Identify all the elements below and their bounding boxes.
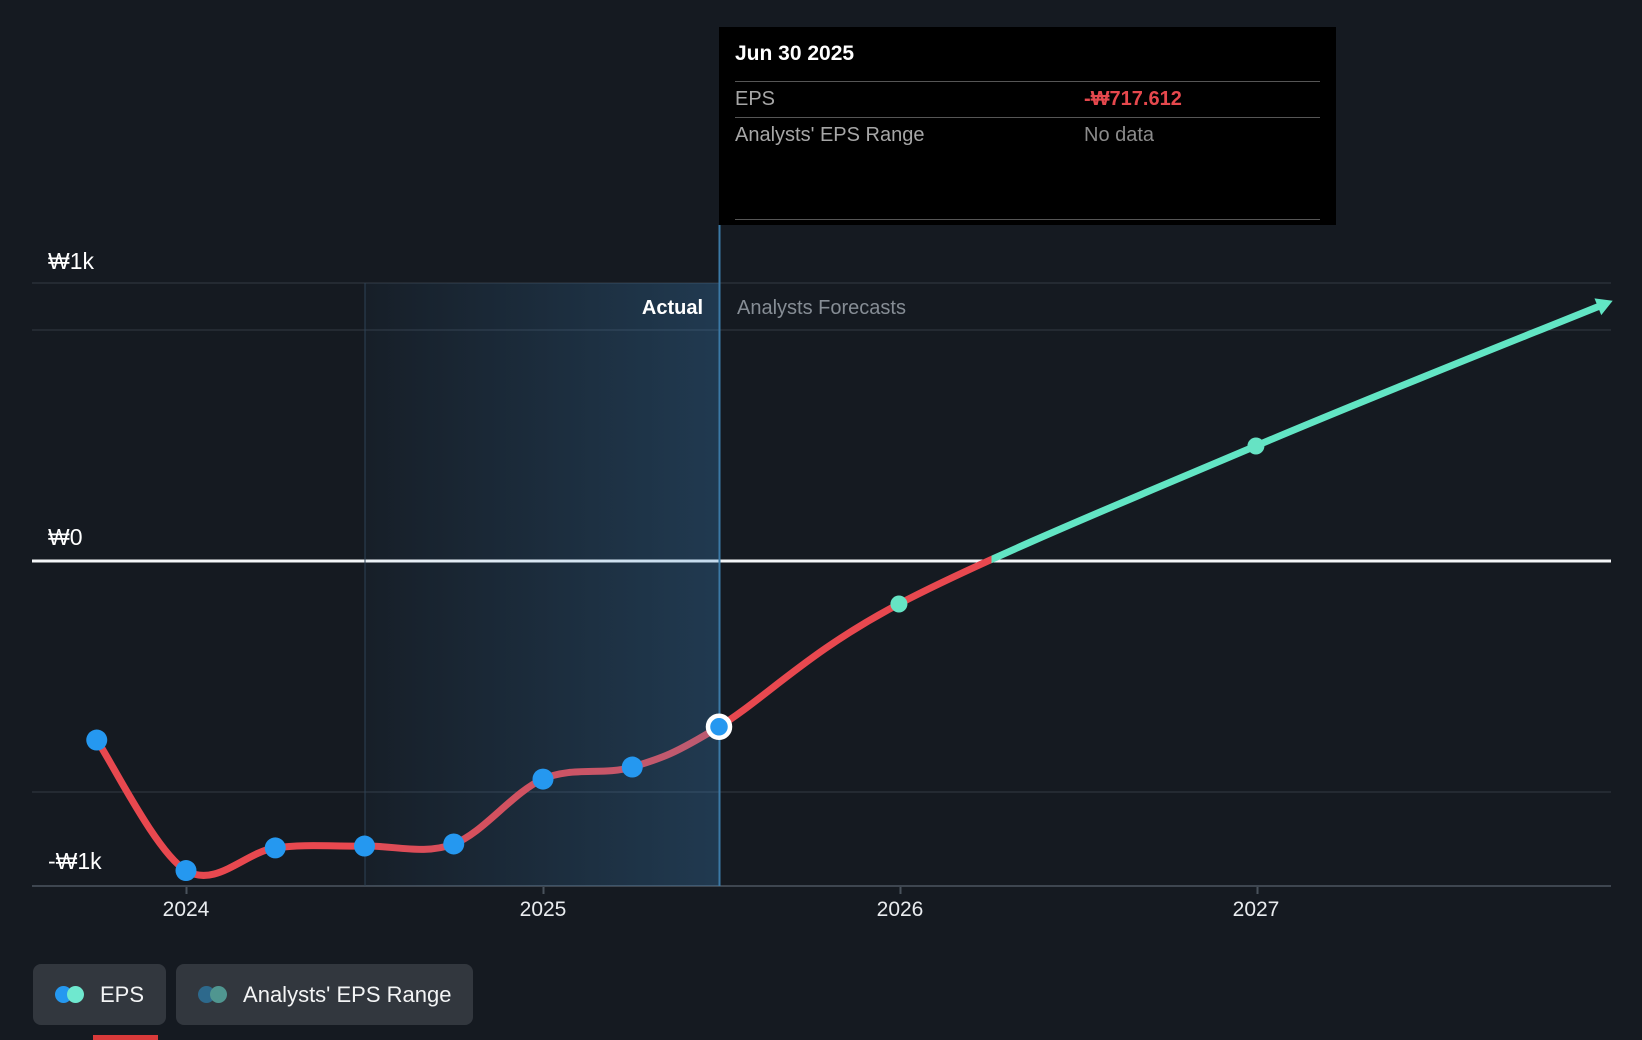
eps-line-positive-segment — [991, 302, 1604, 564]
tooltip-eps-value: -₩717.612 — [1084, 88, 1182, 110]
tooltip-eps-label: EPS — [735, 88, 776, 110]
highlighted-data-point[interactable] — [705, 713, 733, 741]
tooltip-date: Jun 30 2025 — [735, 42, 855, 65]
eps-forecast-data-point[interactable] — [890, 595, 908, 613]
tooltip-row-eps: EPS -₩717.612 — [735, 82, 1320, 118]
y-axis-label-zero: ₩0 — [48, 524, 83, 550]
bottom-red-bar — [93, 1035, 158, 1040]
eps-actual-data-point[interactable] — [175, 860, 197, 882]
legend-item-eps-range[interactable]: Analysts' EPS Range — [176, 964, 474, 1025]
legend-eps-range-label: Analysts' EPS Range — [243, 981, 452, 1007]
y-axis-label-1k: ₩1k — [48, 248, 94, 274]
tooltip-rows: EPS -₩717.612 Analysts' EPS Range No dat… — [735, 81, 1320, 153]
legend-eps-label: EPS — [100, 981, 145, 1007]
x-axis-label-2025: 2025 — [519, 898, 567, 921]
eps-line-negative-segment — [93, 555, 992, 879]
eps-legend-marker-icon — [55, 986, 84, 1003]
eps-forecast-data-point[interactable] — [1247, 437, 1265, 455]
eps-actual-data-point[interactable] — [532, 768, 554, 790]
actual-region-shade — [364, 283, 720, 886]
tooltip-range-label: Analysts' EPS Range — [735, 124, 925, 146]
gridlines — [32, 282, 1611, 887]
legend-item-eps[interactable]: EPS — [33, 964, 167, 1025]
forecast-arrow-icon — [1594, 298, 1613, 316]
x-axis-label-2027: 2027 — [1232, 898, 1280, 921]
x-axis-label-2024: 2024 — [162, 898, 210, 921]
eps-actual-data-point[interactable] — [264, 837, 286, 859]
x-axis-label-2026: 2026 — [876, 898, 924, 921]
tooltip-bottom-divider — [735, 219, 1320, 220]
chart-legend: EPS Analysts' EPS Range — [33, 964, 474, 1025]
y-axis-label-minus-1k: -₩1k — [48, 848, 102, 874]
tooltip-range-value: No data — [1084, 124, 1155, 146]
actual-region-label: Actual — [641, 297, 703, 319]
eps-actual-data-point[interactable] — [443, 833, 465, 855]
eps-range-legend-marker-icon — [198, 986, 228, 1003]
chart-tooltip: Jun 30 2025 EPS -₩717.612 Analysts' EPS … — [719, 27, 1336, 225]
tooltip-row-eps-range: Analysts' EPS Range No data — [735, 118, 1320, 153]
forecast-region-label: Analysts Forecasts — [737, 297, 906, 319]
eps-actual-data-point[interactable] — [86, 729, 108, 751]
eps-actual-data-point[interactable] — [621, 756, 643, 778]
eps-actual-data-point[interactable] — [354, 835, 375, 857]
